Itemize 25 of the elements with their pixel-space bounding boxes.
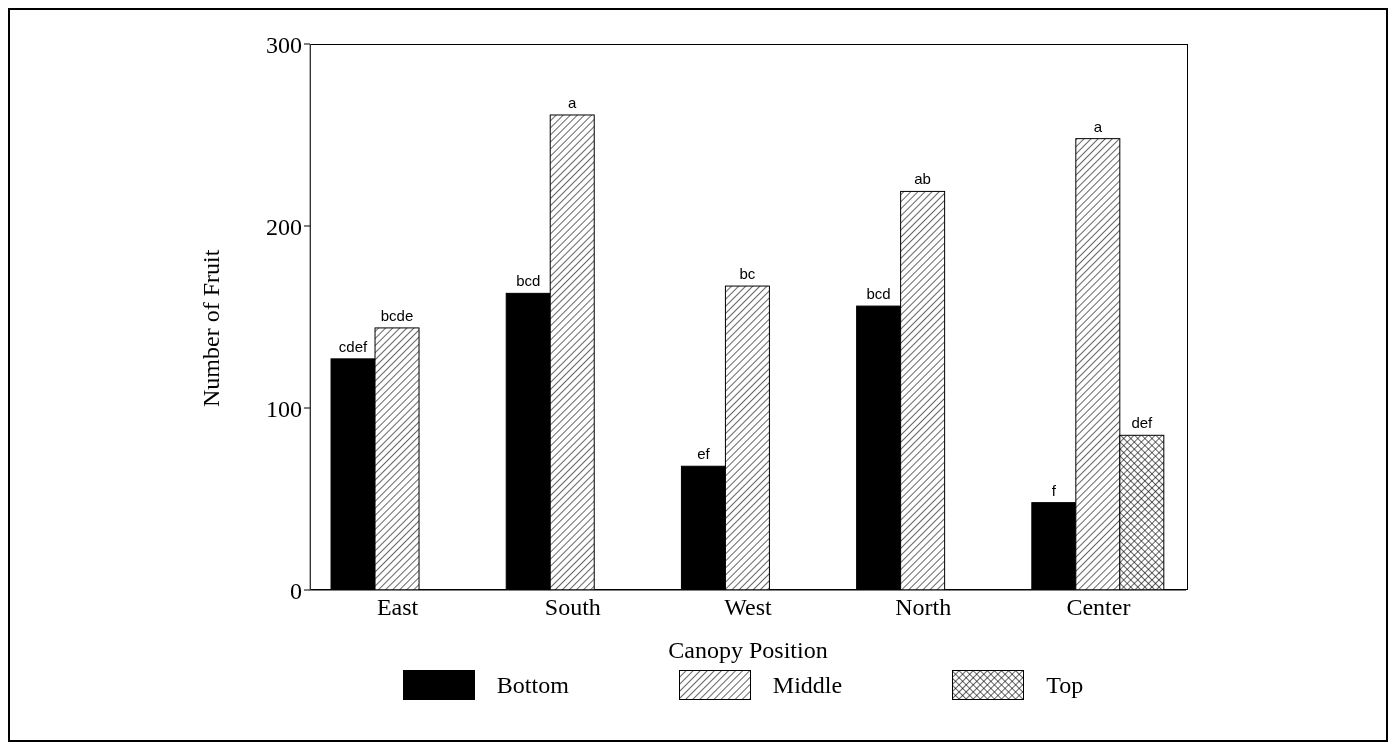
data-label: bcde [380, 306, 414, 324]
data-label: def [1131, 414, 1154, 432]
legend-label: Top [1046, 671, 1084, 699]
data-label: bcd [516, 272, 541, 290]
y-tick-label: 0 [290, 577, 302, 604]
data-label: bc [739, 265, 756, 283]
data-label: a [1093, 117, 1103, 135]
data-label: ef [697, 445, 711, 463]
y-axis-title: Number of Fruit [197, 249, 224, 407]
x-tick-label: Center [1066, 594, 1131, 621]
legend-label: Bottom [496, 671, 569, 699]
x-tick-label: East [376, 594, 419, 621]
y-tick-label: 200 [266, 213, 302, 240]
y-tick-label: 300 [266, 31, 302, 58]
x-tick-label: North [895, 594, 952, 621]
data-label: a [568, 93, 578, 111]
x-axis-title: Canopy Position [668, 637, 828, 663]
data-label: cdef [338, 337, 369, 355]
x-tick-label: West [724, 594, 773, 621]
legend-label: Middle [772, 671, 843, 699]
data-label: ab [914, 170, 931, 188]
x-tick-label: South [544, 594, 601, 621]
data-label: f [1051, 481, 1057, 499]
y-tick-label: 100 [266, 395, 302, 422]
data-label: bcd [866, 285, 891, 303]
